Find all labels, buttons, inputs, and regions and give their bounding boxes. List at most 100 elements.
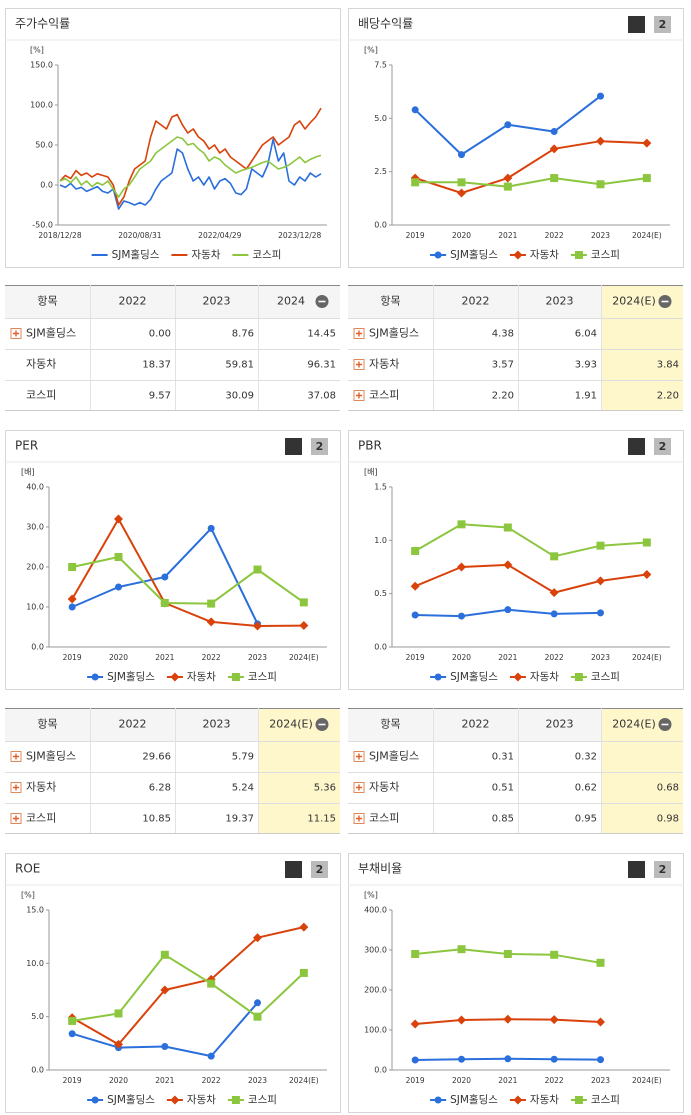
x-tick-label: 2024(E)	[632, 653, 662, 662]
tab-button-label[interactable]: 2	[316, 440, 324, 453]
x-tick-label: 2023	[591, 231, 610, 240]
tab-button-label[interactable]: 1	[633, 863, 641, 876]
tab-button[interactable]	[628, 16, 645, 33]
table-cell: 14.45	[307, 329, 336, 340]
series-marker	[411, 178, 420, 187]
legend-label: 자동차	[530, 1094, 559, 1106]
tab-button-label[interactable]: 1	[633, 18, 641, 31]
y-tick-label: 150.0	[30, 61, 53, 70]
panel-title: 배당수익률	[358, 17, 413, 31]
series-marker	[550, 552, 559, 561]
table-header-cell: 2022	[462, 295, 490, 308]
expand-icon	[356, 330, 362, 337]
tab-button[interactable]	[285, 861, 302, 878]
y-tick-label: 20.0	[26, 563, 44, 572]
table-cell: 5.24	[232, 783, 254, 794]
table-header-cell: 2023	[203, 295, 231, 308]
series-marker	[299, 621, 309, 631]
legend-label: SJM홀딩스	[450, 670, 498, 683]
tab-button[interactable]	[285, 438, 302, 455]
y-tick-label: 10.0	[26, 959, 44, 968]
series-line	[71, 926, 305, 1046]
tab-button[interactable]	[311, 861, 328, 878]
table-header-cell: 2023	[546, 718, 574, 731]
y-tick-label: 100.0	[30, 101, 53, 110]
x-tick-label: 2021	[498, 231, 517, 240]
row-label: 코스피	[369, 812, 399, 825]
table-header-cell: 항목	[380, 295, 400, 308]
series-marker	[549, 144, 559, 154]
series-marker	[596, 1017, 605, 1027]
legend-label: 코스피	[591, 671, 620, 683]
legend-marker	[513, 250, 523, 260]
table-header-cell: 2024(E)	[612, 295, 656, 308]
legend-label: 코스피	[248, 671, 277, 683]
legend-label: SJM홀딩스	[450, 1093, 498, 1106]
series-marker	[114, 1009, 123, 1018]
x-tick-label: 2018/12/28	[38, 231, 81, 240]
legend-label: SJM홀딩스	[107, 1093, 155, 1106]
x-tick-label: 2022	[545, 1076, 564, 1085]
x-tick-label: 2019	[406, 231, 425, 240]
expand-icon	[356, 815, 362, 822]
legend-marker	[434, 1096, 442, 1104]
table-cell: 0.51	[492, 783, 514, 794]
series-marker	[504, 1055, 512, 1063]
row-label: SJM홀딩스	[26, 327, 76, 340]
series-marker	[68, 563, 77, 571]
x-tick-label: 2023/12/28	[278, 231, 321, 240]
series-marker	[596, 136, 605, 146]
tab-button-label[interactable]: 2	[316, 863, 324, 876]
y-tick-label: 0.0	[374, 643, 387, 652]
series-marker	[207, 979, 216, 988]
tab-button[interactable]	[628, 861, 645, 878]
legend-marker	[434, 673, 442, 681]
expand-icon	[13, 815, 19, 822]
series-marker	[458, 151, 465, 159]
x-tick-label: 2019	[406, 1076, 425, 1085]
table-cell: 1.91	[575, 391, 597, 402]
series-marker	[457, 945, 466, 954]
table-header-cell: 항목	[37, 718, 57, 731]
legend-label: SJM홀딩스	[112, 248, 160, 261]
legend-marker	[513, 1095, 523, 1105]
tab-button-label[interactable]: 1	[290, 440, 298, 453]
tab-button[interactable]	[628, 438, 645, 455]
tab-button-label[interactable]: 2	[659, 863, 667, 876]
tab-button[interactable]	[654, 16, 671, 33]
series-marker	[207, 524, 215, 532]
panel-title: 주가수익률	[15, 17, 70, 31]
series-marker	[503, 560, 513, 570]
x-tick-label: 2024(E)	[632, 231, 662, 240]
legend-label: SJM홀딩스	[450, 248, 498, 261]
legend-label: 코스피	[591, 249, 620, 261]
table-cell: 4.38	[492, 329, 514, 340]
series-marker	[457, 520, 466, 529]
table-header-cell: 2023	[546, 295, 574, 308]
tab-button[interactable]	[654, 861, 671, 878]
table-cell: 0.68	[657, 783, 679, 794]
tab-button-label[interactable]: 2	[659, 440, 667, 453]
tab-button[interactable]	[654, 438, 671, 455]
y-tick-label: 5.0	[374, 114, 387, 123]
table-header-cell: 항목	[37, 295, 57, 308]
row-label: SJM홀딩스	[26, 750, 76, 763]
series-marker	[597, 1056, 604, 1064]
table-cell: 9.57	[149, 391, 171, 402]
panel-title: 부채비율	[358, 862, 402, 876]
tab-button-label[interactable]: 1	[633, 440, 641, 453]
tab-button-label[interactable]: 2	[659, 18, 667, 31]
series-line	[59, 107, 322, 206]
series-marker	[550, 1055, 558, 1063]
y-tick-label: 400.0	[364, 906, 387, 915]
row-label: 코스피	[369, 389, 399, 402]
x-tick-label: 2019	[406, 653, 425, 662]
tab-button-label[interactable]: 1	[290, 863, 298, 876]
row-label: 코스피	[26, 389, 56, 402]
legend-marker	[170, 1095, 180, 1105]
tab-button[interactable]	[311, 438, 328, 455]
x-tick-label: 2021	[498, 653, 517, 662]
series-marker	[411, 547, 420, 555]
legend-marker	[231, 673, 240, 681]
table-cell: 5.79	[232, 752, 254, 763]
